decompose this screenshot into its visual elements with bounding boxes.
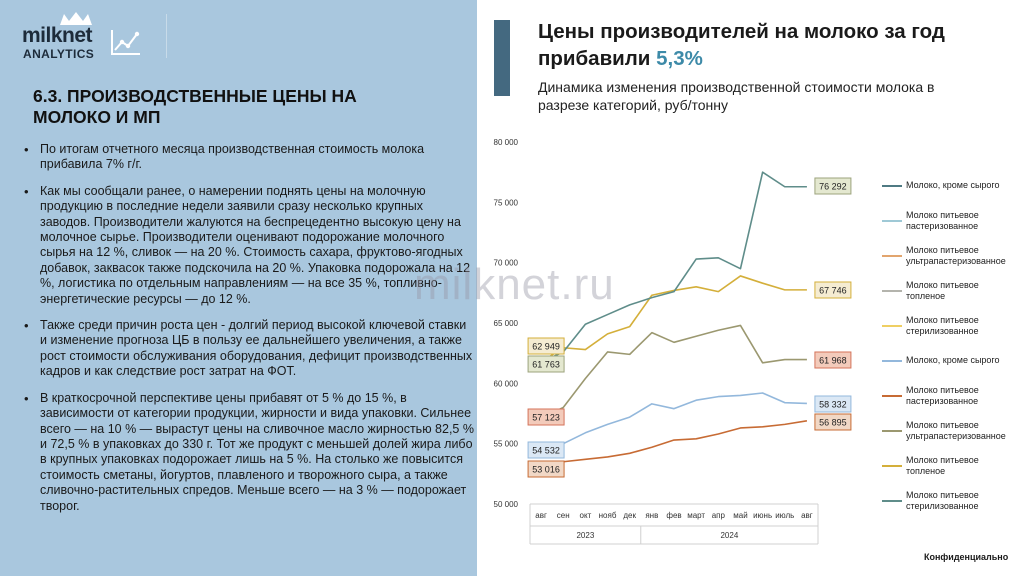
legend-label: Молоко питьевое топленое — [906, 279, 979, 301]
legend-item: Молоко питьевое топленое — [882, 448, 1016, 483]
series-line — [540, 171, 807, 363]
data-label-box — [814, 413, 852, 431]
data-label: 53 016 — [532, 465, 560, 475]
x-tick-label: янв — [645, 511, 658, 520]
data-label-box — [814, 351, 852, 369]
x-tick-label: окт — [580, 511, 592, 520]
data-label: 57 123 — [532, 413, 560, 423]
legend-item: Молоко, кроме сырого — [882, 168, 1016, 203]
legend-label: Молоко, кроме сырого — [906, 180, 1000, 190]
series-line — [540, 275, 807, 363]
y-tick-label: 65 000 — [494, 319, 519, 328]
legend-swatch — [882, 429, 902, 432]
x-tick-label: май — [733, 511, 747, 520]
bullet-item: Как мы сообщали ранее, о намерении подня… — [22, 184, 474, 307]
legend-swatch — [882, 289, 902, 292]
data-label: 54 532 — [532, 446, 560, 456]
data-label: 61 763 — [532, 360, 560, 370]
line-chart: 50 000 55 000 60 000 65 000 70 000 75 000 80 0… — [494, 138, 852, 545]
data-label: 56 895 — [819, 418, 847, 428]
legend-label: Молоко питьевое пастеризованное — [906, 209, 979, 231]
chart-container: 50 000 55 000 60 000 65 000 70 000 75 000 80 0… — [486, 128, 1016, 548]
y-tick-label: 60 000 — [494, 379, 519, 388]
confidential-label: Конфиденциально — [924, 552, 1009, 562]
legend-item: Молоко питьевое топленое — [882, 273, 1016, 308]
legend-swatch — [882, 324, 902, 327]
data-label-box — [527, 337, 565, 355]
legend-item: Молоко, кроме сырого — [882, 343, 1016, 378]
data-label-box — [527, 355, 565, 373]
chart-subtitle: Динамика изменения производственной стои… — [538, 79, 935, 113]
legend-swatch — [882, 184, 902, 187]
chart-legend: Молоко, кроме сырого Молоко питьевое паст… — [882, 168, 1016, 518]
data-label: 62 949 — [532, 342, 560, 352]
section-title: 6.3. ПРОИЗВОДСТВЕННЫЕ ЦЕНЫ НА МОЛОКО И М… — [33, 86, 357, 127]
main-title-text: Цены производителей на молоко за год при… — [538, 20, 945, 70]
data-label-box — [527, 408, 565, 426]
main-title-highlight: 5,3% — [656, 47, 703, 70]
legend-swatch — [882, 464, 902, 467]
data-label-box — [814, 177, 852, 195]
legend-swatch — [882, 499, 902, 502]
y-tick-label: 75 000 — [494, 198, 519, 207]
y-tick-label: 50 000 — [494, 500, 519, 509]
series-line — [540, 420, 808, 469]
year-label: 2024 — [720, 531, 738, 540]
legend-swatch — [882, 359, 902, 362]
y-tick-label: 70 000 — [494, 259, 519, 268]
data-label-box — [527, 460, 565, 478]
logo-name: milknet — [22, 24, 93, 47]
data-label: 61 968 — [819, 356, 847, 366]
chart-logo-icon — [111, 30, 140, 55]
logo-divider — [166, 14, 167, 58]
data-label: 67 746 — [819, 286, 847, 296]
legend-item: Молоко питьевое ультрапастеризованное — [882, 413, 1016, 448]
legend-label: Молоко питьевое ультрапастеризованное — [906, 419, 1006, 441]
x-tick-label: фев — [666, 511, 681, 520]
legend-swatch — [882, 394, 902, 397]
legend-item: Молоко питьевое пастеризованное — [882, 203, 1016, 238]
x-tick-label: дек — [623, 511, 636, 520]
legend-item: Молоко питьевое пастеризованное — [882, 378, 1016, 413]
bullet-list: По итогам отчетного месяца производствен… — [22, 142, 474, 525]
data-label: 58 332 — [819, 400, 847, 410]
series-line — [540, 324, 807, 419]
x-tick-label: апр — [712, 511, 726, 520]
crown-icon — [60, 12, 92, 25]
data-label: 76 292 — [819, 182, 847, 192]
x-tick-label: март — [687, 511, 705, 520]
y-tick-label: 55 000 — [494, 440, 519, 449]
legend-item: Молоко питьевое стерилизованное — [882, 483, 1016, 518]
left-panel: milknet ANALYTICS 6.3. ПРОИЗВОДСТВЕННЫЕ … — [0, 0, 477, 576]
bullet-item: В краткосрочной перспективе цены прибавя… — [22, 391, 474, 514]
x-tick-label: авг — [535, 511, 547, 520]
series-line — [540, 392, 807, 451]
year-label: 2023 — [576, 531, 594, 540]
legend-swatch — [882, 254, 902, 257]
accent-bar — [494, 20, 510, 96]
bullet-item: По итогам отчетного месяца производствен… — [22, 142, 474, 173]
y-tick-label: 80 000 — [494, 138, 519, 147]
legend-label: Молоко питьевое стерилизованное — [906, 489, 979, 511]
logo-sub: ANALYTICS — [23, 47, 95, 61]
bullet-item: Также среди причин роста цен - долгий пе… — [22, 318, 474, 380]
legend-label: Молоко питьевое пастеризованное — [906, 384, 979, 406]
legend-item: Молоко питьевое стерилизованное — [882, 308, 1016, 343]
legend-label: Молоко питьевое топленое — [906, 454, 979, 476]
x-tick-label: сен — [557, 511, 570, 520]
x-tick-label: нояб — [599, 511, 617, 520]
legend-label: Молоко, кроме сырого — [906, 355, 1000, 365]
data-label-box — [527, 441, 565, 459]
legend-swatch — [882, 219, 902, 222]
legend-label: Молоко питьевое ультрапастеризованное — [906, 244, 1006, 266]
x-tick-label: июнь — [753, 511, 772, 520]
data-label-box — [814, 395, 852, 413]
data-label-box — [814, 281, 852, 299]
legend-item: Молоко питьевое ультрапастеризованное — [882, 238, 1016, 273]
logo: milknet ANALYTICS — [22, 12, 172, 64]
x-tick-label: июль — [775, 511, 794, 520]
legend-label: Молоко питьевое стерилизованное — [906, 314, 979, 336]
x-tick-label: авг — [801, 511, 813, 520]
main-title: Цены производителей на молоко за год при… — [538, 18, 1008, 72]
